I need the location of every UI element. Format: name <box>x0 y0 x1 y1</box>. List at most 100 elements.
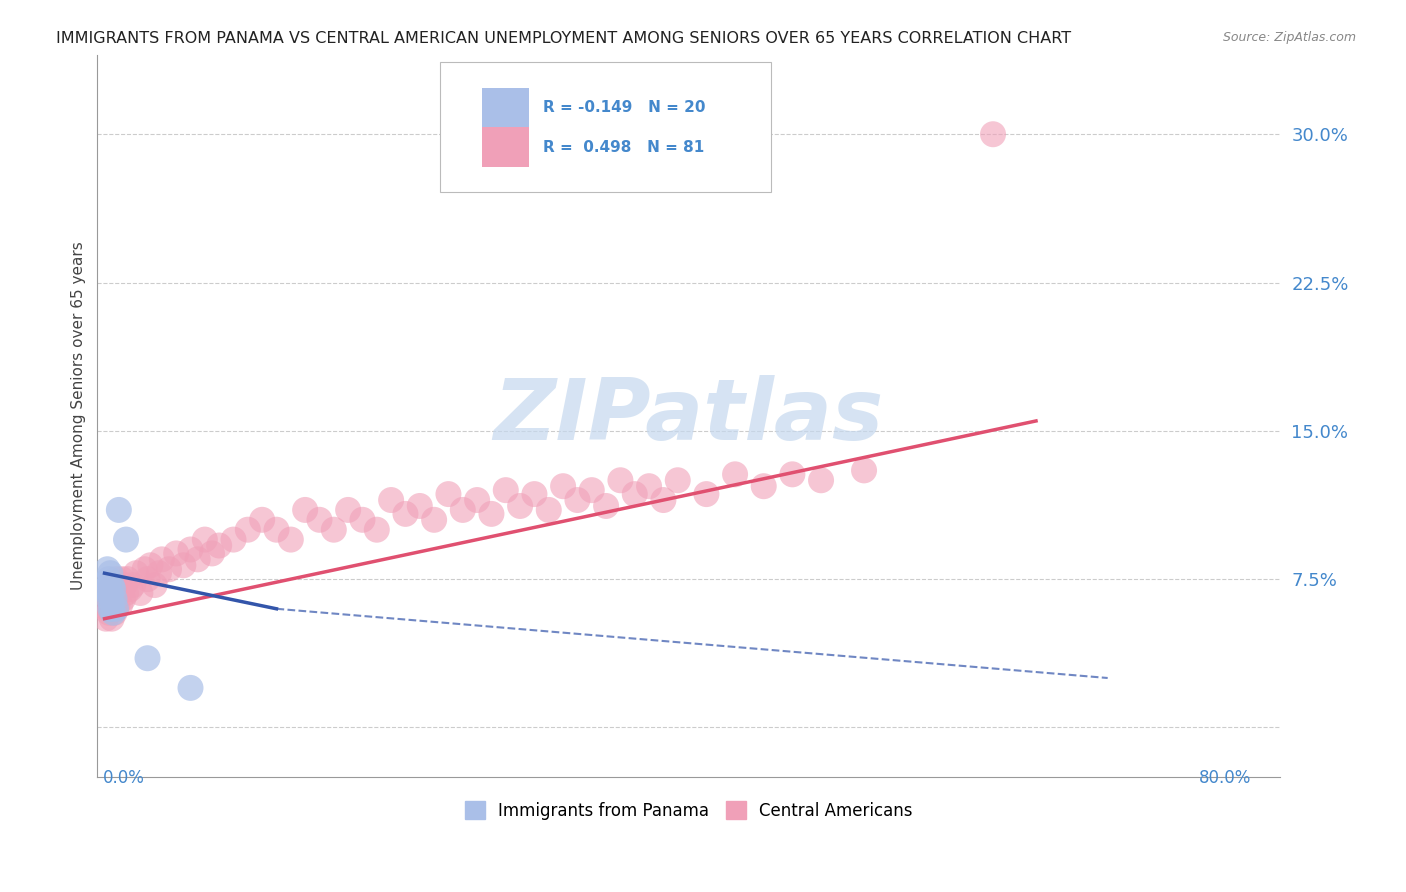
Point <box>481 507 503 521</box>
Point <box>108 586 131 600</box>
Point <box>136 572 159 586</box>
Point <box>96 586 118 600</box>
Point <box>107 598 129 612</box>
Point <box>98 602 121 616</box>
FancyBboxPatch shape <box>482 87 529 128</box>
Point <box>595 499 617 513</box>
Point <box>148 566 170 581</box>
Point <box>115 533 138 547</box>
FancyBboxPatch shape <box>482 128 529 167</box>
Point <box>101 598 124 612</box>
Point <box>250 513 273 527</box>
Text: ZIPatlas: ZIPatlas <box>494 375 883 458</box>
Point <box>100 602 122 616</box>
Point <box>294 503 316 517</box>
Point <box>322 523 344 537</box>
Point <box>194 533 217 547</box>
Point <box>94 582 117 596</box>
Point <box>104 572 127 586</box>
Point <box>97 572 120 586</box>
Text: R = -0.149   N = 20: R = -0.149 N = 20 <box>543 100 706 115</box>
Point <box>97 606 120 620</box>
Point <box>981 127 1004 141</box>
Text: R =  0.498   N = 81: R = 0.498 N = 81 <box>543 140 704 154</box>
Text: 80.0%: 80.0% <box>1198 769 1251 787</box>
Point <box>157 562 180 576</box>
Point <box>98 602 121 616</box>
Point <box>134 562 156 576</box>
Text: 0.0%: 0.0% <box>103 769 145 787</box>
Point <box>366 523 388 537</box>
Point <box>165 546 187 560</box>
Point <box>122 578 145 592</box>
Point <box>172 558 194 573</box>
Y-axis label: Unemployment Among Seniors over 65 years: Unemployment Among Seniors over 65 years <box>72 242 86 591</box>
Point <box>352 513 374 527</box>
Point <box>724 467 747 482</box>
Point <box>179 542 201 557</box>
Point <box>380 493 402 508</box>
Point <box>103 586 125 600</box>
Point <box>187 552 209 566</box>
Point <box>222 533 245 547</box>
Point <box>114 578 136 592</box>
Point <box>101 582 124 596</box>
Point <box>96 586 118 600</box>
Point <box>623 487 645 501</box>
Point <box>451 503 474 517</box>
Point <box>495 483 517 497</box>
Point <box>308 513 330 527</box>
Point <box>394 507 416 521</box>
Point <box>100 612 122 626</box>
Text: IMMIGRANTS FROM PANAMA VS CENTRAL AMERICAN UNEMPLOYMENT AMONG SENIORS OVER 65 YE: IMMIGRANTS FROM PANAMA VS CENTRAL AMERIC… <box>56 31 1071 46</box>
Point <box>104 602 127 616</box>
Point <box>139 558 162 573</box>
Point <box>581 483 603 497</box>
FancyBboxPatch shape <box>440 62 772 193</box>
Point <box>98 582 121 596</box>
Point <box>465 493 488 508</box>
Point <box>150 552 173 566</box>
Point <box>695 487 717 501</box>
Point <box>609 473 631 487</box>
Point <box>266 523 288 537</box>
Point <box>509 499 531 513</box>
Point <box>97 578 120 592</box>
Point <box>551 479 574 493</box>
Text: Source: ZipAtlas.com: Source: ZipAtlas.com <box>1223 31 1357 45</box>
Point <box>337 503 360 517</box>
Point <box>103 606 125 620</box>
Point <box>136 651 159 665</box>
Point <box>103 591 125 606</box>
Point <box>96 562 118 576</box>
Point <box>652 493 675 508</box>
Point <box>125 566 148 581</box>
Point <box>437 487 460 501</box>
Point <box>100 591 122 606</box>
Point <box>94 612 117 626</box>
Point <box>129 586 152 600</box>
Point <box>201 546 224 560</box>
Point <box>101 606 124 620</box>
Point <box>208 539 231 553</box>
Point <box>537 503 560 517</box>
Point <box>97 591 120 606</box>
Point <box>120 582 142 596</box>
Point <box>100 578 122 592</box>
Point <box>97 591 120 606</box>
Point <box>853 463 876 477</box>
Point <box>752 479 775 493</box>
Point <box>523 487 546 501</box>
Point <box>110 598 132 612</box>
Point <box>143 578 166 592</box>
Point <box>98 586 121 600</box>
Point <box>810 473 832 487</box>
Point <box>100 591 122 606</box>
Point <box>236 523 259 537</box>
Point <box>115 586 138 600</box>
Point <box>108 503 131 517</box>
Point <box>782 467 804 482</box>
Point <box>179 681 201 695</box>
Point <box>117 572 139 586</box>
Point <box>666 473 689 487</box>
